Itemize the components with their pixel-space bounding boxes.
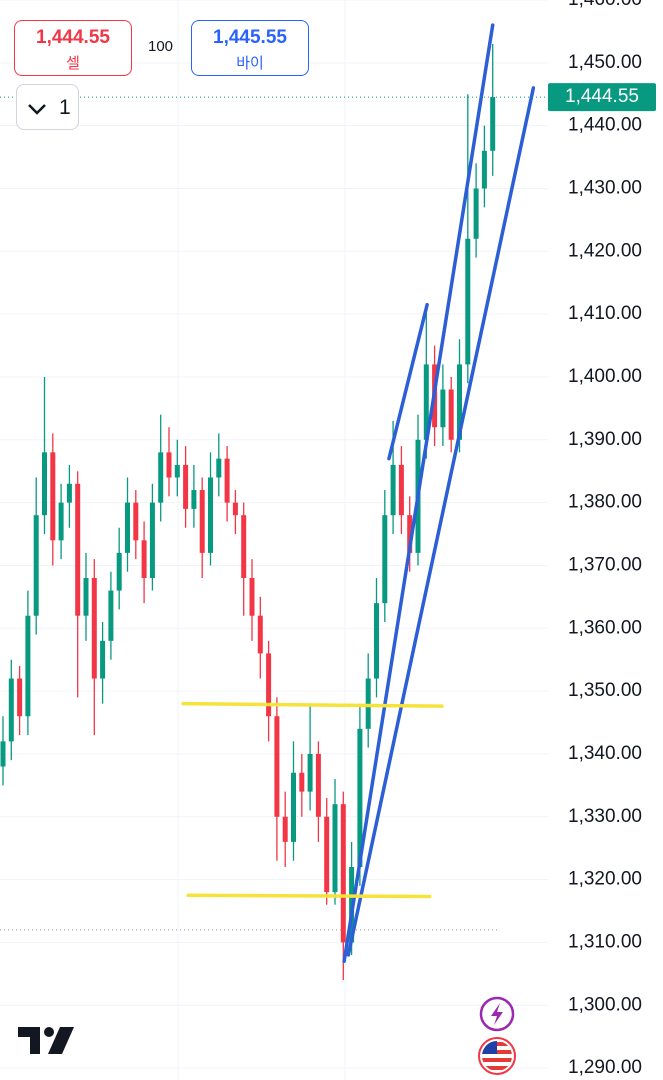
candle-body <box>473 188 479 239</box>
y-tick-label: 1,420.00 <box>568 240 642 261</box>
y-tick-label: 1,290.00 <box>568 1057 642 1078</box>
candle-body <box>174 464 180 478</box>
candle-body <box>25 615 31 717</box>
candle-body <box>42 452 47 516</box>
y-tick-label: 1,340.00 <box>568 743 642 764</box>
candle-body <box>398 464 404 516</box>
candle-body <box>490 97 496 151</box>
candle-body <box>390 464 396 516</box>
sell-price: 1,444.55 <box>36 27 110 48</box>
candle-body <box>249 578 255 616</box>
candle-body <box>241 515 247 579</box>
tradingview-logo[interactable] <box>18 1027 74 1057</box>
y-tick-label: 1,380.00 <box>568 492 642 513</box>
y-tick-label: 1,460.00 <box>568 0 642 10</box>
candle-body <box>166 452 172 478</box>
sell-label: 셀 <box>66 55 80 72</box>
trend-line <box>181 701 444 708</box>
candle-body <box>340 804 346 943</box>
candle-body <box>108 590 114 641</box>
candle-body <box>66 483 72 503</box>
last-price-tag <box>548 83 656 112</box>
trend-line <box>387 302 429 461</box>
y-tick-label: 1,310.00 <box>568 931 642 952</box>
y-tick-label: 1,320.00 <box>568 869 642 890</box>
chevron-icon <box>28 104 46 115</box>
candle-body <box>50 452 56 541</box>
candle-body <box>17 678 23 717</box>
candle-body <box>324 816 330 893</box>
candle-body <box>149 502 155 579</box>
candle-body <box>407 515 413 553</box>
y-tick-label: 1,440.00 <box>568 115 642 136</box>
candle-body <box>465 238 471 365</box>
trend-line <box>342 23 495 964</box>
candle-body <box>75 483 81 616</box>
buy-label: 바이 <box>236 55 264 72</box>
candle-body <box>457 364 462 440</box>
flag-icon[interactable] <box>477 1036 517 1076</box>
candle-body <box>33 515 39 616</box>
candle-body <box>332 804 338 893</box>
lightning-icon[interactable] <box>479 996 515 1032</box>
candle-body <box>423 364 429 440</box>
y-tick-label: 1,350.00 <box>568 680 642 701</box>
buy-button[interactable]: 1,445.55 바이 <box>191 20 309 76</box>
candle-body <box>291 772 296 842</box>
candle-body <box>440 389 446 428</box>
candle-body <box>83 578 89 616</box>
candle-body <box>382 515 388 604</box>
candle-body <box>374 603 379 679</box>
candle-body <box>357 728 363 868</box>
candle-body <box>257 615 263 654</box>
buy-price: 1,445.55 <box>213 27 287 48</box>
y-tick-label: 1,450.00 <box>568 52 642 73</box>
candle-body <box>8 678 14 742</box>
candle-body <box>91 578 97 679</box>
candle-body <box>299 772 305 792</box>
y-tick-label: 1,390.00 <box>568 429 642 450</box>
candle-body <box>232 502 238 516</box>
trend-line <box>186 893 432 899</box>
candle-body <box>266 653 272 717</box>
candle-body <box>481 150 487 189</box>
candle-body <box>141 540 147 579</box>
y-tick-label: 1,370.00 <box>568 554 642 575</box>
candle-body <box>0 741 6 767</box>
multiplier-dropdown[interactable]: 1 <box>16 84 79 130</box>
sell-button[interactable]: 1,444.55 셀 <box>14 20 132 76</box>
multiplier: 1 <box>59 96 71 119</box>
candle-body <box>307 753 313 792</box>
candle-body <box>100 640 106 679</box>
y-tick-label: 1,300.00 <box>568 994 642 1015</box>
last-price-label: 1,444.55 <box>565 86 639 107</box>
candle-body <box>125 502 130 553</box>
candle-body <box>116 552 122 591</box>
candle-body <box>224 458 230 503</box>
y-tick-label: 1,400.00 <box>568 366 642 387</box>
candle-body <box>158 452 164 503</box>
candle-body <box>199 490 205 553</box>
y-tick-label: 1,330.00 <box>568 806 642 827</box>
candle-body <box>208 477 213 553</box>
candle-body <box>133 502 139 541</box>
trend-line <box>346 86 536 957</box>
quantity[interactable]: 100 <box>148 38 174 55</box>
candle-body <box>183 464 189 509</box>
candle-body <box>58 502 64 541</box>
candle-body <box>365 678 371 729</box>
y-tick-label: 1,410.00 <box>568 303 642 324</box>
candle-body <box>315 753 321 817</box>
candle-body <box>274 716 280 817</box>
candle-body <box>282 816 288 842</box>
candle-body <box>448 389 454 440</box>
candle-body <box>216 458 222 478</box>
candle-body <box>191 490 197 509</box>
y-tick-label: 1,360.00 <box>568 617 642 638</box>
y-tick-label: 1,430.00 <box>568 177 642 198</box>
